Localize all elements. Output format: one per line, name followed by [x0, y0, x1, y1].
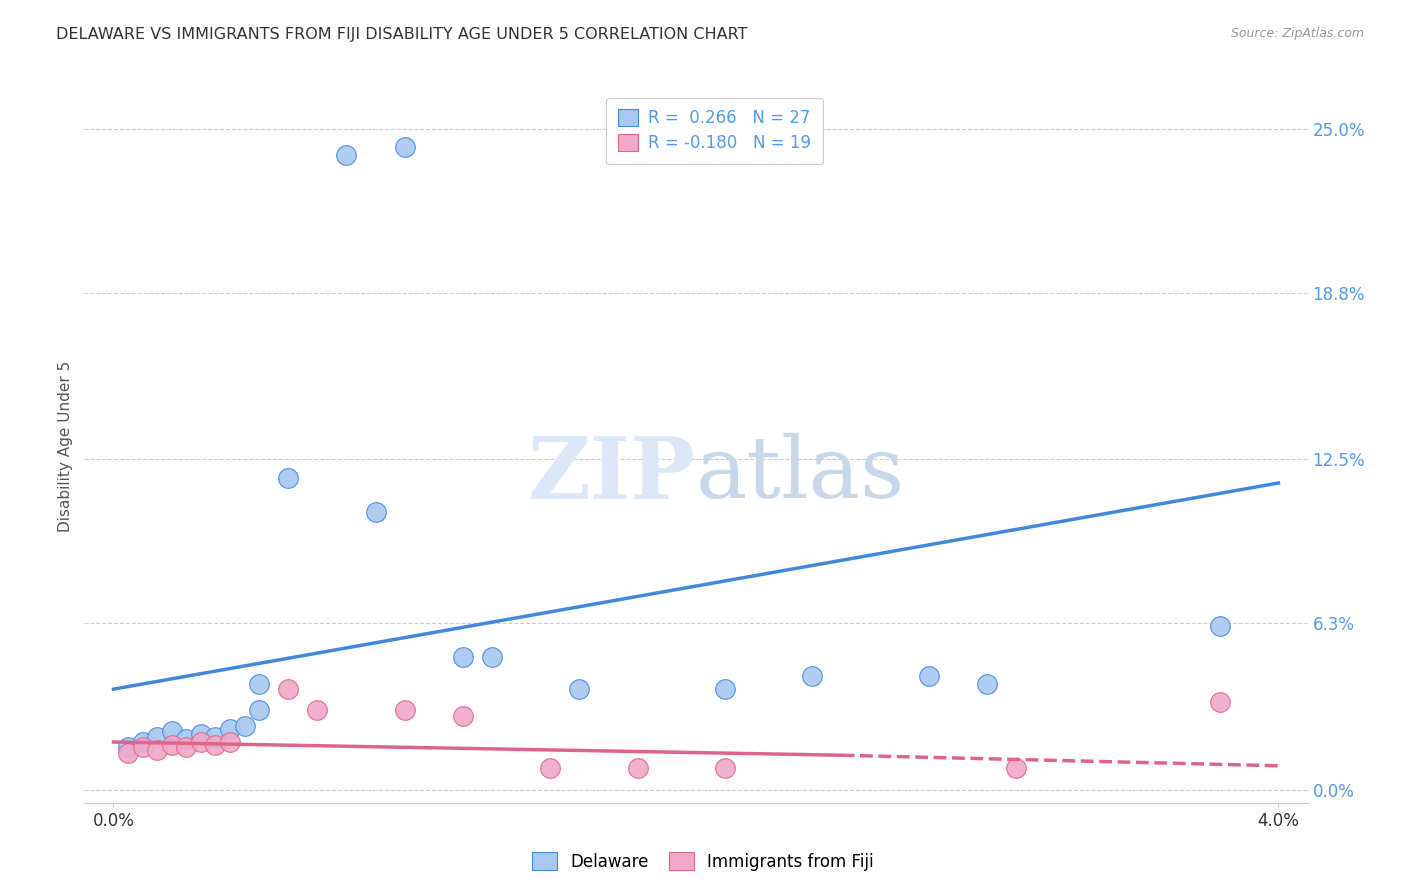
Point — [160, 724, 183, 739]
Legend: Delaware, Immigrants from Fiji: Delaware, Immigrants from Fiji — [524, 844, 882, 880]
Point — [277, 471, 299, 485]
Point — [394, 140, 416, 154]
Point — [219, 735, 242, 749]
Point — [801, 669, 824, 683]
Point — [233, 719, 256, 733]
Legend: R =  0.266   N = 27, R = -0.180   N = 19: R = 0.266 N = 27, R = -0.180 N = 19 — [606, 97, 823, 164]
Text: atlas: atlas — [696, 433, 905, 516]
Point — [190, 727, 212, 741]
Point — [714, 761, 737, 775]
Point — [131, 740, 153, 755]
Text: DELAWARE VS IMMIGRANTS FROM FIJI DISABILITY AGE UNDER 5 CORRELATION CHART: DELAWARE VS IMMIGRANTS FROM FIJI DISABIL… — [56, 27, 748, 42]
Point — [1005, 761, 1028, 775]
Point — [247, 677, 270, 691]
Point — [307, 703, 329, 717]
Point — [277, 682, 299, 697]
Point — [117, 746, 139, 760]
Point — [219, 722, 242, 736]
Point — [146, 730, 169, 744]
Point — [394, 703, 416, 717]
Point — [335, 148, 357, 162]
Point — [714, 682, 737, 697]
Point — [160, 738, 183, 752]
Point — [174, 740, 197, 755]
Point — [451, 708, 474, 723]
Y-axis label: Disability Age Under 5: Disability Age Under 5 — [58, 360, 73, 532]
Point — [131, 735, 153, 749]
Point — [1209, 618, 1232, 632]
Text: Source: ZipAtlas.com: Source: ZipAtlas.com — [1230, 27, 1364, 40]
Point — [451, 650, 474, 665]
Point — [204, 738, 226, 752]
Point — [190, 735, 212, 749]
Point — [568, 682, 591, 697]
Text: ZIP: ZIP — [529, 433, 696, 516]
Point — [204, 730, 226, 744]
Point — [247, 703, 270, 717]
Point — [1209, 695, 1232, 709]
Point — [538, 761, 561, 775]
Point — [627, 761, 650, 775]
Point — [146, 743, 169, 757]
Point — [918, 669, 941, 683]
Point — [976, 677, 998, 691]
Point — [174, 732, 197, 747]
Point — [364, 505, 387, 519]
Point — [481, 650, 503, 665]
Point — [117, 740, 139, 755]
